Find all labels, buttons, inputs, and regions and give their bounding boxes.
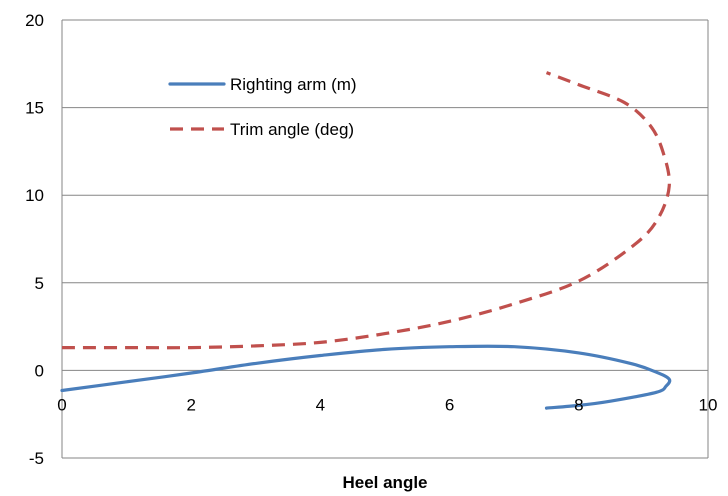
y-tick-label: 10 (25, 186, 44, 205)
x-tick-label: 10 (699, 395, 718, 414)
grid (62, 19, 708, 459)
x-tick-label: 4 (316, 395, 325, 414)
x-tick-label: 6 (445, 395, 454, 414)
series-line-righting-arm-m (60, 344, 672, 410)
x-tick-label: 8 (574, 395, 583, 414)
x-tick-label: 0 (57, 395, 66, 414)
y-tick-label: 15 (25, 99, 44, 118)
x-axis-title: Heel angle (342, 473, 427, 492)
series-layer (60, 71, 672, 410)
legend-label: Righting arm (m) (230, 75, 357, 94)
y-tick-label: 20 (25, 11, 44, 30)
x-tick-label: 2 (186, 395, 195, 414)
plot-frame (61, 20, 709, 458)
legend: Righting arm (m) Trim angle (deg) (162, 67, 410, 144)
y-tick-label: 5 (35, 274, 44, 293)
tick-labels: -5 0 5 10 15 20 0 2 4 6 8 10 (25, 11, 717, 468)
y-tick-label: -5 (29, 449, 44, 468)
legend-label: Trim angle (deg) (230, 120, 354, 139)
y-tick-label: 0 (35, 361, 44, 380)
